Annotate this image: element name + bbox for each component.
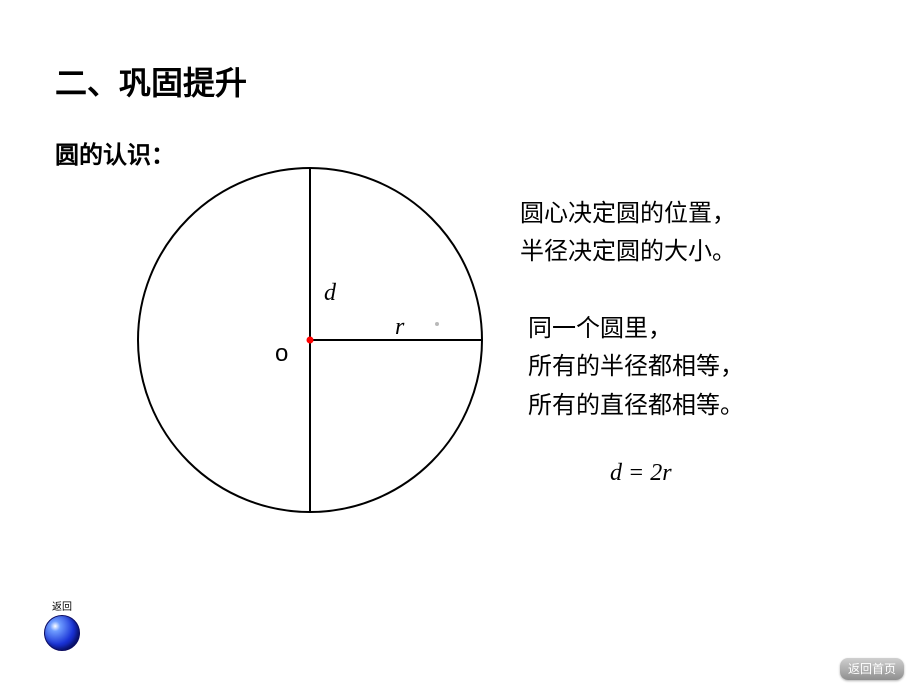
back-button[interactable]: 返回 [38,598,86,651]
text-line: 同一个圆里， [528,310,744,348]
circle-diagram [130,160,490,520]
text-line: 半径决定圆的大小。 [520,233,736,271]
label-r: r [395,314,404,341]
formula: d = 2r [610,460,672,487]
text-line: 所有的直径都相等。 [528,387,744,425]
label-o: o [275,340,288,368]
explain-block-2: 同一个圆里，所有的半径都相等，所有的直径都相等。 [528,310,744,425]
back-button-label: 返回 [38,598,86,613]
section-title: 二、巩固提升 [55,58,247,104]
home-button[interactable]: 返回首页 [840,658,904,680]
text-line: 圆心决定圆的位置， [520,195,736,233]
text-line: 所有的半径都相等， [528,348,744,386]
sphere-icon [44,615,80,651]
label-d: d [324,280,336,307]
explain-block-1: 圆心决定圆的位置，半径决定圆的大小。 [520,195,736,272]
